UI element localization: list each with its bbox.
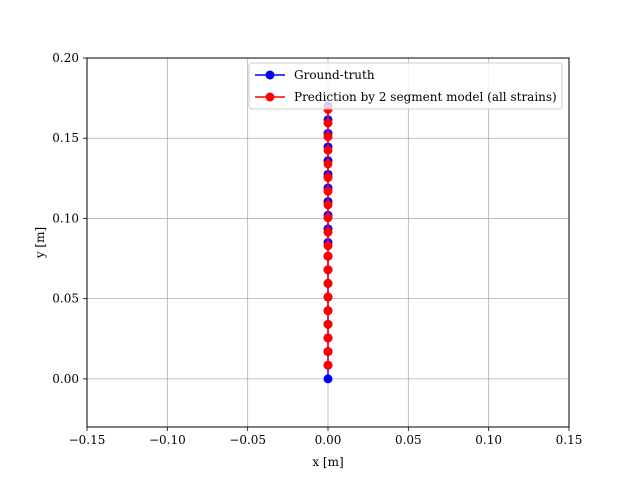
legend-box xyxy=(248,62,563,110)
data-point xyxy=(323,159,333,169)
y-tick-label: 0.15 xyxy=(52,131,79,145)
data-point xyxy=(323,333,333,343)
data-point xyxy=(323,278,333,288)
legend: Ground-truth Prediction by 2 segment mode… xyxy=(248,62,563,110)
y-axis-label: y [m] xyxy=(33,227,47,259)
legend-marker xyxy=(265,70,275,80)
data-point xyxy=(323,213,333,223)
legend-entry-label: Ground-truth xyxy=(294,68,375,82)
series-layer xyxy=(323,101,333,384)
series-prediction xyxy=(323,104,333,370)
y-tick-label: 0.05 xyxy=(52,292,79,306)
y-tick-label: 0.00 xyxy=(52,372,79,386)
data-point xyxy=(323,186,333,196)
data-point xyxy=(323,347,333,357)
x-tick-label: 0.05 xyxy=(395,433,422,447)
x-tick-label: −0.05 xyxy=(229,433,266,447)
y-tick-label: 0.10 xyxy=(52,211,79,225)
x-tick-label: 0.15 xyxy=(556,433,583,447)
data-point xyxy=(323,227,333,237)
data-point xyxy=(323,132,333,142)
data-point xyxy=(323,292,333,302)
data-point xyxy=(323,118,333,128)
data-point xyxy=(323,251,333,261)
data-point xyxy=(323,200,333,210)
data-point xyxy=(323,241,333,251)
x-axis-label: x [m] xyxy=(312,455,343,469)
legend-entry-label: Prediction by 2 segment model (all strai… xyxy=(294,90,557,104)
x-tick-label: 0.00 xyxy=(315,433,342,447)
data-point xyxy=(323,145,333,155)
legend-marker xyxy=(265,92,275,102)
x-tick-label: 0.10 xyxy=(475,433,502,447)
data-point xyxy=(323,319,333,329)
x-tick-label: −0.10 xyxy=(149,433,186,447)
x-tick-label: −0.15 xyxy=(69,433,106,447)
data-point xyxy=(323,173,333,183)
data-point xyxy=(323,265,333,275)
data-point xyxy=(323,306,333,316)
data-point xyxy=(323,360,333,370)
axis-ticks: −0.15 −0.10 −0.05 0.00 0.05 0.10 0.15 0.00 0.05 0… xyxy=(52,51,582,447)
y-tick-label: 0.20 xyxy=(52,51,79,65)
data-point xyxy=(323,374,333,384)
